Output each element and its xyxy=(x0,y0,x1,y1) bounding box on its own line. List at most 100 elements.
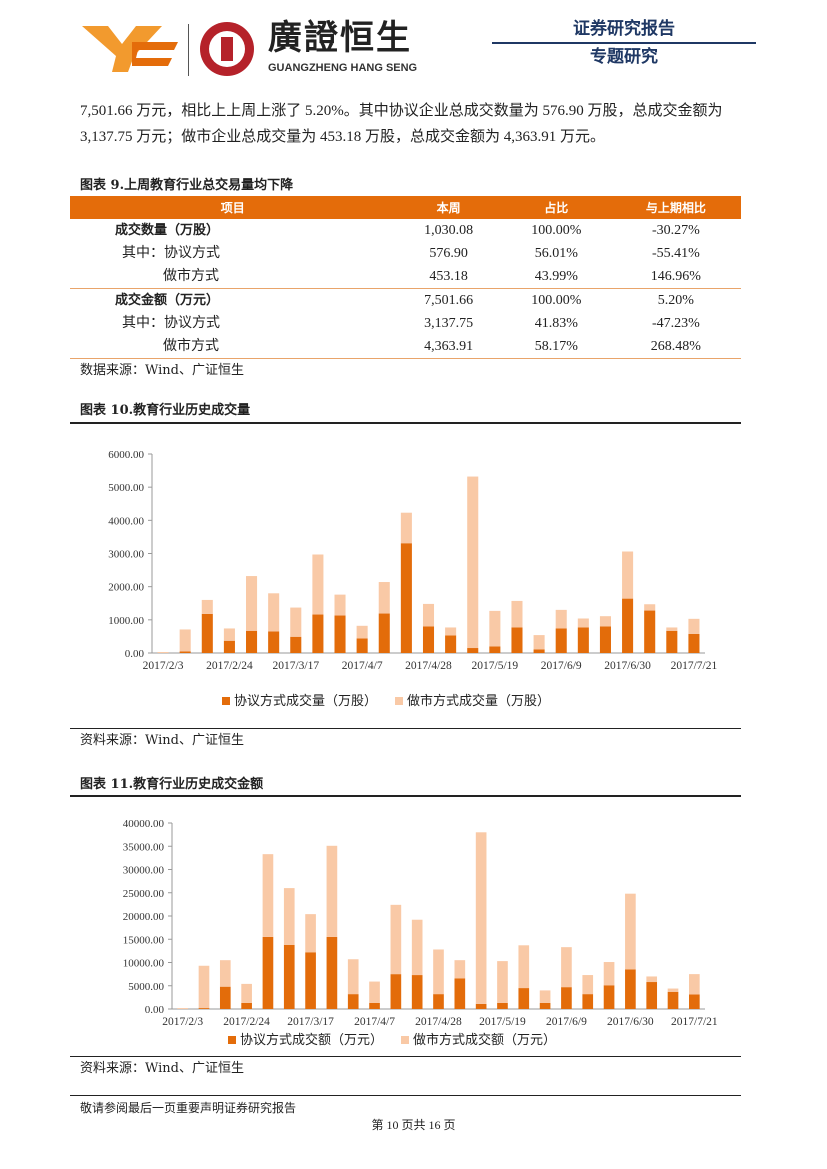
chart11-legend: 协议方式成交额（万元） 做市方式成交额（万元） xyxy=(228,1033,556,1049)
bar-market xyxy=(326,845,338,937)
page-number: 第 10 页共 16 页 xyxy=(371,1118,456,1132)
bar-market xyxy=(356,625,368,639)
y-tick-label: 6000.00 xyxy=(108,449,144,461)
bar-market xyxy=(555,609,567,629)
cell: 453.18 xyxy=(429,268,468,284)
chart10-top-rule xyxy=(70,422,741,424)
cell: 576.90 xyxy=(429,245,468,261)
bar-protocol xyxy=(445,635,457,653)
bar-protocol xyxy=(179,651,191,653)
y-tick-label: 3000.00 xyxy=(108,549,144,561)
bar-protocol xyxy=(201,613,213,653)
x-tick-label: 2017/3/17 xyxy=(287,1016,334,1028)
x-tick-label: 2017/5/19 xyxy=(472,660,519,672)
cell: 5.20% xyxy=(610,288,741,312)
bar-market xyxy=(689,974,700,995)
legend-label: 协议方式成交量（万股） xyxy=(234,694,378,709)
bar-protocol xyxy=(283,944,295,1009)
cell: 做市方式 xyxy=(70,335,396,359)
y-tick-label: 5000.00 xyxy=(128,981,164,993)
bar-protocol xyxy=(599,626,611,653)
cell: 4,363.91 xyxy=(395,335,502,359)
chart11-caption: 图表 11.教育行业历史成交金额 xyxy=(80,777,264,792)
bar-market xyxy=(347,959,359,995)
bar-protocol xyxy=(644,610,656,653)
y-tick-label: 2000.00 xyxy=(108,582,144,594)
bar-market xyxy=(475,832,487,1004)
cell: 58.17% xyxy=(501,335,611,359)
bar-protocol xyxy=(262,936,274,1009)
bar-market xyxy=(533,635,545,650)
bar-protocol xyxy=(475,1003,487,1009)
x-tick-label: 2017/2/24 xyxy=(223,1016,270,1028)
ye-logo xyxy=(82,26,178,72)
bar-market xyxy=(177,1008,188,1009)
cell: -55.41% xyxy=(651,245,700,261)
bar-protocol xyxy=(497,1002,508,1009)
bar-protocol xyxy=(241,1002,252,1009)
x-tick-label: 2017/7/21 xyxy=(671,660,718,672)
bar-protocol xyxy=(290,636,302,653)
x-tick-label: 2017/2/3 xyxy=(162,1016,203,1028)
bar-protocol xyxy=(347,994,359,1009)
table-row: 做市方式 453.18 43.99% 146.96% xyxy=(70,265,741,289)
col-header: 项目 xyxy=(70,196,396,219)
table-row: 其中：协议方式 576.90 56.01% -55.41% xyxy=(70,242,741,265)
bar-market xyxy=(433,949,444,995)
col-header: 与上期相比 xyxy=(610,196,741,219)
chart11-amount-bars: 0.00 5000.00 10000.00 15000.00 20000.00 25000… xyxy=(123,818,718,1028)
bar-market xyxy=(219,960,231,987)
legend-item-market: 做市方式成交量（万股） xyxy=(395,694,550,710)
x-tick-label: 2017/2/3 xyxy=(143,660,184,672)
cell: 其中：协议方式 xyxy=(122,315,220,331)
y-tick-label: 4000.00 xyxy=(108,515,144,527)
bar-market xyxy=(312,554,324,615)
x-tick-label: 2017/7/21 xyxy=(671,1016,718,1028)
y-tick-label: 1000.00 xyxy=(108,615,144,627)
y-tick-label: 5000.00 xyxy=(108,482,144,494)
bar-protocol xyxy=(369,1002,380,1009)
legend-label: 做市方式成交额（万元） xyxy=(413,1033,557,1048)
y-tick-label: 30000.00 xyxy=(123,865,165,877)
y-tick-label: 15000.00 xyxy=(123,934,165,946)
bar-protocol xyxy=(400,543,412,653)
bar-market xyxy=(489,610,501,647)
col-header: 本周 xyxy=(395,196,502,219)
bar-market xyxy=(241,983,252,1003)
bar-market xyxy=(625,893,636,970)
y-tick-label: 0.00 xyxy=(125,648,145,660)
bar-protocol xyxy=(689,994,700,1009)
bar-protocol xyxy=(518,988,530,1009)
cell: 100.00% xyxy=(531,222,582,238)
chart10-caption: 图表 10.教育行业历史成交量 xyxy=(80,403,251,418)
table-row: 其中：协议方式 3,137.75 41.83% -47.23% xyxy=(70,312,741,335)
bar-market xyxy=(369,981,380,1003)
bar-market xyxy=(603,962,615,986)
cell: 其中：协议方式 xyxy=(122,245,220,261)
bar-protocol xyxy=(268,631,280,653)
bar-protocol xyxy=(582,994,594,1009)
bar-market xyxy=(599,616,611,627)
bar-market xyxy=(198,965,210,1009)
bar-market xyxy=(390,904,402,975)
cell: 41.83% xyxy=(534,315,578,331)
chart11-top-rule xyxy=(70,795,741,797)
cell: 成交金额（万元） xyxy=(70,288,396,312)
bar-market xyxy=(290,607,302,637)
bar-protocol xyxy=(555,628,567,653)
bar-protocol xyxy=(667,991,679,1009)
cell: 43.99% xyxy=(534,268,578,284)
bar-market xyxy=(246,576,258,631)
x-tick-label: 2017/5/19 xyxy=(479,1016,526,1028)
col-header: 占比 xyxy=(501,196,611,219)
x-tick-label: 2017/4/28 xyxy=(405,660,452,672)
bar-protocol xyxy=(688,633,700,653)
bar-market xyxy=(518,945,530,989)
bar-market xyxy=(667,988,679,992)
chart11-bottom-rule xyxy=(70,1056,741,1057)
bar-protocol xyxy=(646,982,658,1009)
bar-market xyxy=(622,551,634,599)
legend-swatch xyxy=(401,1036,410,1044)
x-tick-label: 2017/6/9 xyxy=(546,1016,587,1028)
bar-protocol xyxy=(356,638,368,653)
